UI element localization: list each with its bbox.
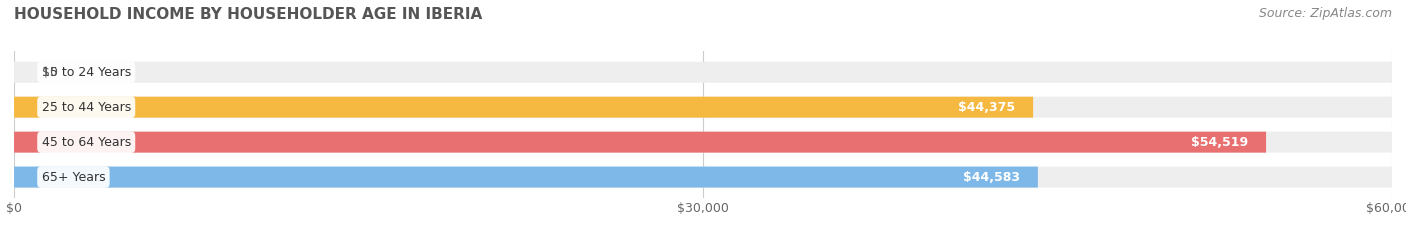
FancyBboxPatch shape	[14, 97, 1033, 118]
Text: 25 to 44 Years: 25 to 44 Years	[42, 101, 131, 114]
Text: $44,375: $44,375	[957, 101, 1015, 114]
Text: 15 to 24 Years: 15 to 24 Years	[42, 66, 131, 79]
Text: 65+ Years: 65+ Years	[42, 171, 105, 184]
Text: 45 to 64 Years: 45 to 64 Years	[42, 136, 131, 149]
FancyBboxPatch shape	[14, 132, 1265, 153]
FancyBboxPatch shape	[14, 167, 1392, 188]
Text: $44,583: $44,583	[963, 171, 1019, 184]
Text: $54,519: $54,519	[1191, 136, 1247, 149]
FancyBboxPatch shape	[14, 132, 1392, 153]
Text: Source: ZipAtlas.com: Source: ZipAtlas.com	[1258, 7, 1392, 20]
FancyBboxPatch shape	[14, 167, 1038, 188]
FancyBboxPatch shape	[14, 62, 1392, 83]
Text: HOUSEHOLD INCOME BY HOUSEHOLDER AGE IN IBERIA: HOUSEHOLD INCOME BY HOUSEHOLDER AGE IN I…	[14, 7, 482, 22]
FancyBboxPatch shape	[14, 97, 1392, 118]
Text: $0: $0	[42, 66, 58, 79]
